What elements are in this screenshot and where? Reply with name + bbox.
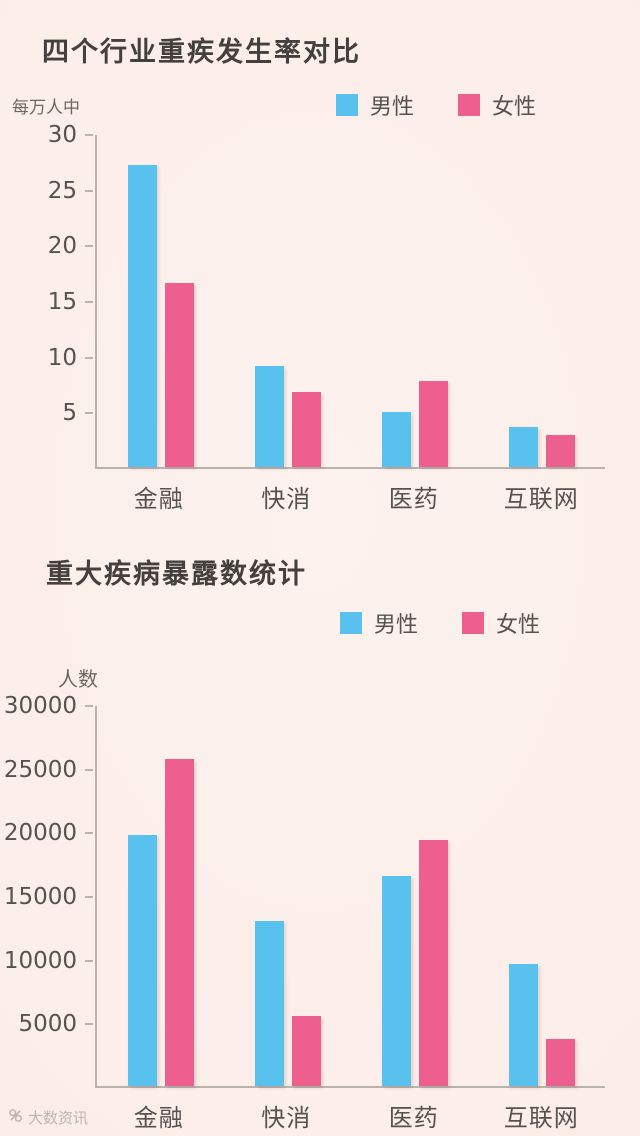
x-axis-label: 互联网 bbox=[503, 1104, 579, 1132]
y-axis-ticks: 5 10 15 20 25 30 bbox=[0, 122, 93, 469]
x-axis-labels: 金融 快消 医药 互联网 bbox=[95, 479, 605, 514]
x-axis-label: 金融 bbox=[133, 1104, 184, 1132]
bar-group bbox=[105, 135, 217, 467]
legend-row: 男性 女性 bbox=[0, 607, 540, 639]
y-tick-label: 30 bbox=[47, 122, 77, 148]
watermark: 大数资讯 bbox=[8, 1107, 88, 1128]
chart-title: 重大疾病暴露数统计 bbox=[46, 559, 307, 590]
bar-group bbox=[359, 706, 471, 1086]
bar-female bbox=[545, 434, 575, 467]
male-legend-label: 男性 bbox=[369, 95, 414, 120]
female-legend-swatch bbox=[457, 94, 480, 116]
bar-male bbox=[127, 835, 157, 1086]
y-tick-mark bbox=[85, 1023, 93, 1026]
chart-title: 四个行业重疾发生率对比 bbox=[42, 37, 361, 68]
bar-group bbox=[486, 135, 598, 467]
bar-male bbox=[254, 921, 284, 1086]
bar-female bbox=[545, 1039, 575, 1086]
y-tick-label: 10 bbox=[47, 344, 77, 371]
bar-group bbox=[105, 706, 217, 1086]
y-tick-label: 30000 bbox=[3, 693, 77, 719]
x-axis-labels: 金融 快消 医药 互联网 bbox=[95, 1098, 605, 1133]
bar-male bbox=[381, 875, 411, 1086]
legend-item-male: 男性 bbox=[339, 607, 418, 639]
y-tick-label: 5 bbox=[62, 400, 77, 427]
y-tick-mark bbox=[85, 412, 93, 415]
legend: 男性 女性 bbox=[335, 89, 536, 121]
female-legend-label: 女性 bbox=[495, 613, 540, 638]
y-axis-unit-label: 人数 bbox=[58, 667, 98, 691]
female-legend-label: 女性 bbox=[491, 95, 536, 120]
male-legend-swatch bbox=[339, 612, 362, 634]
bar-group bbox=[232, 135, 344, 467]
legend-item-female: 女性 bbox=[457, 89, 536, 121]
y-tick-mark bbox=[85, 356, 93, 359]
plot-area bbox=[95, 135, 605, 469]
plot-wrap: 5 10 15 20 25 30 bbox=[48, 122, 605, 469]
y-tick-mark bbox=[85, 301, 93, 303]
y-tick-label: 5000 bbox=[18, 1011, 77, 1038]
bar-group bbox=[232, 706, 344, 1086]
male-legend-label: 男性 bbox=[373, 613, 418, 638]
bar-group bbox=[486, 706, 598, 1086]
y-axis-unit-label: 每万人中 bbox=[12, 97, 80, 118]
bar-female bbox=[418, 380, 448, 467]
y-tick-mark bbox=[85, 896, 93, 898]
y-tick-label: 15000 bbox=[3, 884, 77, 910]
x-axis-label: 金融 bbox=[133, 485, 184, 513]
female-legend-swatch bbox=[461, 612, 484, 634]
y-tick-label: 10000 bbox=[3, 947, 77, 974]
y-tick-mark bbox=[85, 189, 93, 192]
bar-male bbox=[381, 411, 411, 467]
x-axis-label: 快消 bbox=[261, 1104, 312, 1132]
bar-male bbox=[508, 427, 538, 467]
bar-male bbox=[508, 964, 538, 1086]
bar-female bbox=[291, 391, 321, 467]
bar-male bbox=[127, 164, 157, 467]
y-axis-ticks: 5000 10000 15000 20000 25000 30000 bbox=[0, 693, 93, 1088]
legend: 男性 女性 bbox=[339, 607, 540, 639]
bar-female bbox=[164, 759, 194, 1086]
x-axis-label: 快消 bbox=[261, 485, 312, 513]
x-axis-label: 互联网 bbox=[503, 485, 579, 513]
chart-critical-illness-incidence: 四个行业重疾发生率对比 每万人中 男性 女性 5 10 15 20 25 30 金融 快消 医… bbox=[0, 0, 640, 514]
legend-row: 每万人中 男性 女性 bbox=[12, 89, 536, 121]
y-tick-label: 20000 bbox=[3, 820, 77, 847]
y-tick-mark bbox=[85, 832, 93, 835]
y-tick-label: 20 bbox=[47, 233, 77, 260]
bar-female bbox=[291, 1016, 321, 1086]
bar-female bbox=[418, 840, 448, 1086]
y-tick-mark bbox=[85, 134, 93, 136]
x-axis-label: 医药 bbox=[388, 485, 439, 513]
unit-label-row: 人数 bbox=[58, 663, 640, 692]
y-tick-mark bbox=[85, 959, 93, 962]
legend-item-male: 男性 bbox=[335, 89, 414, 121]
legend-item-female: 女性 bbox=[461, 607, 540, 639]
watermark-logo-icon bbox=[8, 1108, 23, 1127]
plot-area bbox=[95, 706, 605, 1088]
watermark-text: 大数资讯 bbox=[28, 1109, 89, 1127]
male-legend-swatch bbox=[335, 94, 358, 116]
bar-group bbox=[359, 135, 471, 467]
x-axis-label: 医药 bbox=[388, 1104, 439, 1132]
y-tick-mark bbox=[85, 245, 93, 248]
bar-male bbox=[254, 366, 284, 467]
bar-female bbox=[164, 283, 194, 467]
y-tick-mark bbox=[85, 705, 93, 707]
y-tick-label: 25000 bbox=[3, 756, 77, 783]
chart-disease-exposure-count: 重大疾病暴露数统计 男性 女性 人数 5000 10000 15000 20000 25… bbox=[0, 514, 640, 1133]
plot-wrap: 5000 10000 15000 20000 25000 30000 bbox=[4, 693, 605, 1088]
y-tick-label: 25 bbox=[47, 177, 77, 204]
y-tick-mark bbox=[85, 768, 93, 771]
y-tick-label: 15 bbox=[47, 289, 77, 315]
